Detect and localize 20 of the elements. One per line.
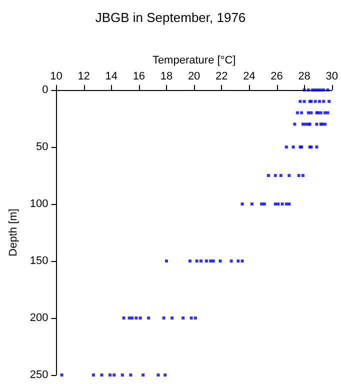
y-tick-label: 50 (36, 141, 48, 153)
x-tick-label: 16 (132, 70, 146, 82)
x-tick-label: 20 (188, 70, 200, 82)
y-tick-label: 100 (30, 198, 48, 210)
y-tick-label: 150 (30, 255, 48, 267)
x-tick-label: 28 (298, 70, 310, 82)
y-tick-label: 250 (30, 369, 48, 381)
x-tick-label: 30 (326, 70, 338, 82)
y-tick-label: 200 (30, 312, 48, 324)
x-tick-label: 14 (105, 70, 118, 82)
x-tick-label: 22 (216, 70, 228, 82)
x-tick-label: 26 (270, 70, 283, 82)
x-tick-label: 12 (78, 70, 90, 82)
y-tick-label: 0 (42, 84, 48, 96)
x-tick-label: 24 (243, 70, 256, 82)
x-axis-title: Temperature [°C] (152, 54, 236, 67)
x-tick-label: 10 (50, 70, 62, 82)
x-tick-label: 18 (160, 70, 173, 82)
y-axis-title: Depth [m] (8, 208, 20, 256)
chart-title: JBGB in September, 1976 (95, 10, 246, 25)
